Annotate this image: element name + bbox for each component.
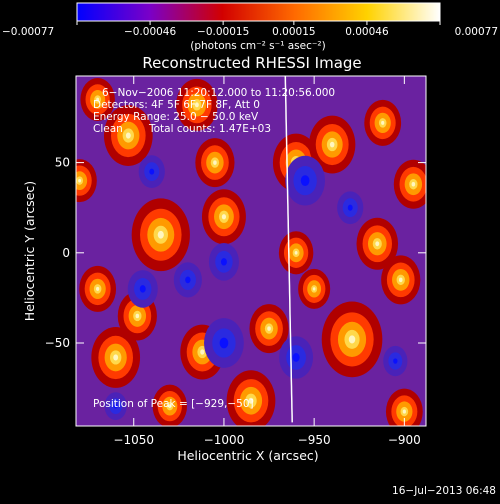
negative-blob xyxy=(113,403,118,409)
negative-blob xyxy=(393,358,398,364)
emission-blob xyxy=(96,97,100,102)
emission-blob xyxy=(113,354,119,361)
emission-blob xyxy=(375,241,380,247)
emission-blob xyxy=(96,286,100,291)
negative-blob xyxy=(292,353,300,362)
colorbar: −0.00077 −0.00046 −0.00015 0.00015 0.00046 0.… xyxy=(2,2,498,52)
x-tick-label: −1050 xyxy=(113,433,154,447)
x-tick-label: −950 xyxy=(298,433,331,447)
colorbar-tick-label: 0.00077 xyxy=(455,26,498,38)
plot-frame xyxy=(75,75,427,427)
colorbar-bar xyxy=(76,2,441,22)
x-tick-label: −1000 xyxy=(204,433,245,447)
emission-blob xyxy=(329,141,335,148)
emission-blob xyxy=(248,397,254,404)
x-tick-label: −900 xyxy=(388,433,421,447)
y-axis: −50 0 50 xyxy=(45,156,426,350)
x-axis-label: Heliocentric X (arcsec) xyxy=(177,448,318,463)
x-axis: −1050 −1000 −950 −900 xyxy=(113,76,421,447)
info-detectors: Detectors: 4F 5F 6F 7F 8F, Att 0 xyxy=(93,99,260,111)
negative-blob xyxy=(219,337,229,349)
emission-blob xyxy=(135,313,140,319)
emission-blob xyxy=(267,326,271,331)
negative-blob xyxy=(220,258,227,266)
colorbar-tick-label: 0.00046 xyxy=(345,26,389,38)
colorbar-label: (photons cm⁻² s⁻¹ asec⁻²) xyxy=(190,40,325,52)
emission-blob xyxy=(194,102,199,108)
negative-blob xyxy=(149,168,155,175)
emission-blob xyxy=(411,182,416,187)
colorbar-tick-label: −0.00077 xyxy=(2,26,54,38)
y-tick-label: −50 xyxy=(45,336,70,350)
peak-position: Position of Peak = [−929,−50] xyxy=(93,398,254,410)
emission-blob xyxy=(312,287,316,291)
emission-blob xyxy=(157,230,164,239)
negative-blob xyxy=(347,204,353,211)
info-time: 6−Nov−2006 11:20:12.000 to 11:20:56.000 xyxy=(102,87,335,99)
y-tick-label: 0 xyxy=(62,246,70,260)
chart-title: Reconstructed RHESSI Image xyxy=(142,54,361,72)
emission-blob xyxy=(200,349,205,355)
negative-blob xyxy=(300,175,310,187)
y-axis-label: Heliocentric Y (arcsec) xyxy=(22,181,37,321)
y-tick-label: 50 xyxy=(55,156,70,170)
emission-blob xyxy=(398,277,403,283)
solar-limb-line xyxy=(284,76,293,423)
info-counts: Total counts: 1.47E+03 xyxy=(148,123,271,135)
emission-blob xyxy=(221,214,227,220)
colorbar-tick-label: 0.00015 xyxy=(272,26,315,38)
emission-blob xyxy=(348,335,356,344)
emission-blob xyxy=(381,120,385,125)
negative-blob xyxy=(139,285,146,293)
emission-blob xyxy=(402,409,406,414)
emission-blob xyxy=(125,132,131,139)
emission-blob xyxy=(294,250,298,255)
info-energy: Energy Range: 25.0 − 50.0 keV xyxy=(93,111,259,123)
info-method: Clean xyxy=(93,123,123,135)
emission-blob xyxy=(213,160,217,165)
negative-blob xyxy=(185,276,191,284)
emission-blob xyxy=(168,404,172,408)
colorbar-tick-label: −0.00015 xyxy=(197,26,249,38)
image-area xyxy=(76,76,426,426)
colorbar-tick-label: −0.00046 xyxy=(124,26,177,38)
emission-blob xyxy=(78,178,82,183)
footer-timestamp: 16−Jul−2013 06:48 xyxy=(392,485,496,497)
observation-info: 6−Nov−2006 11:20:12.000 to 11:20:56.000 … xyxy=(93,87,335,135)
